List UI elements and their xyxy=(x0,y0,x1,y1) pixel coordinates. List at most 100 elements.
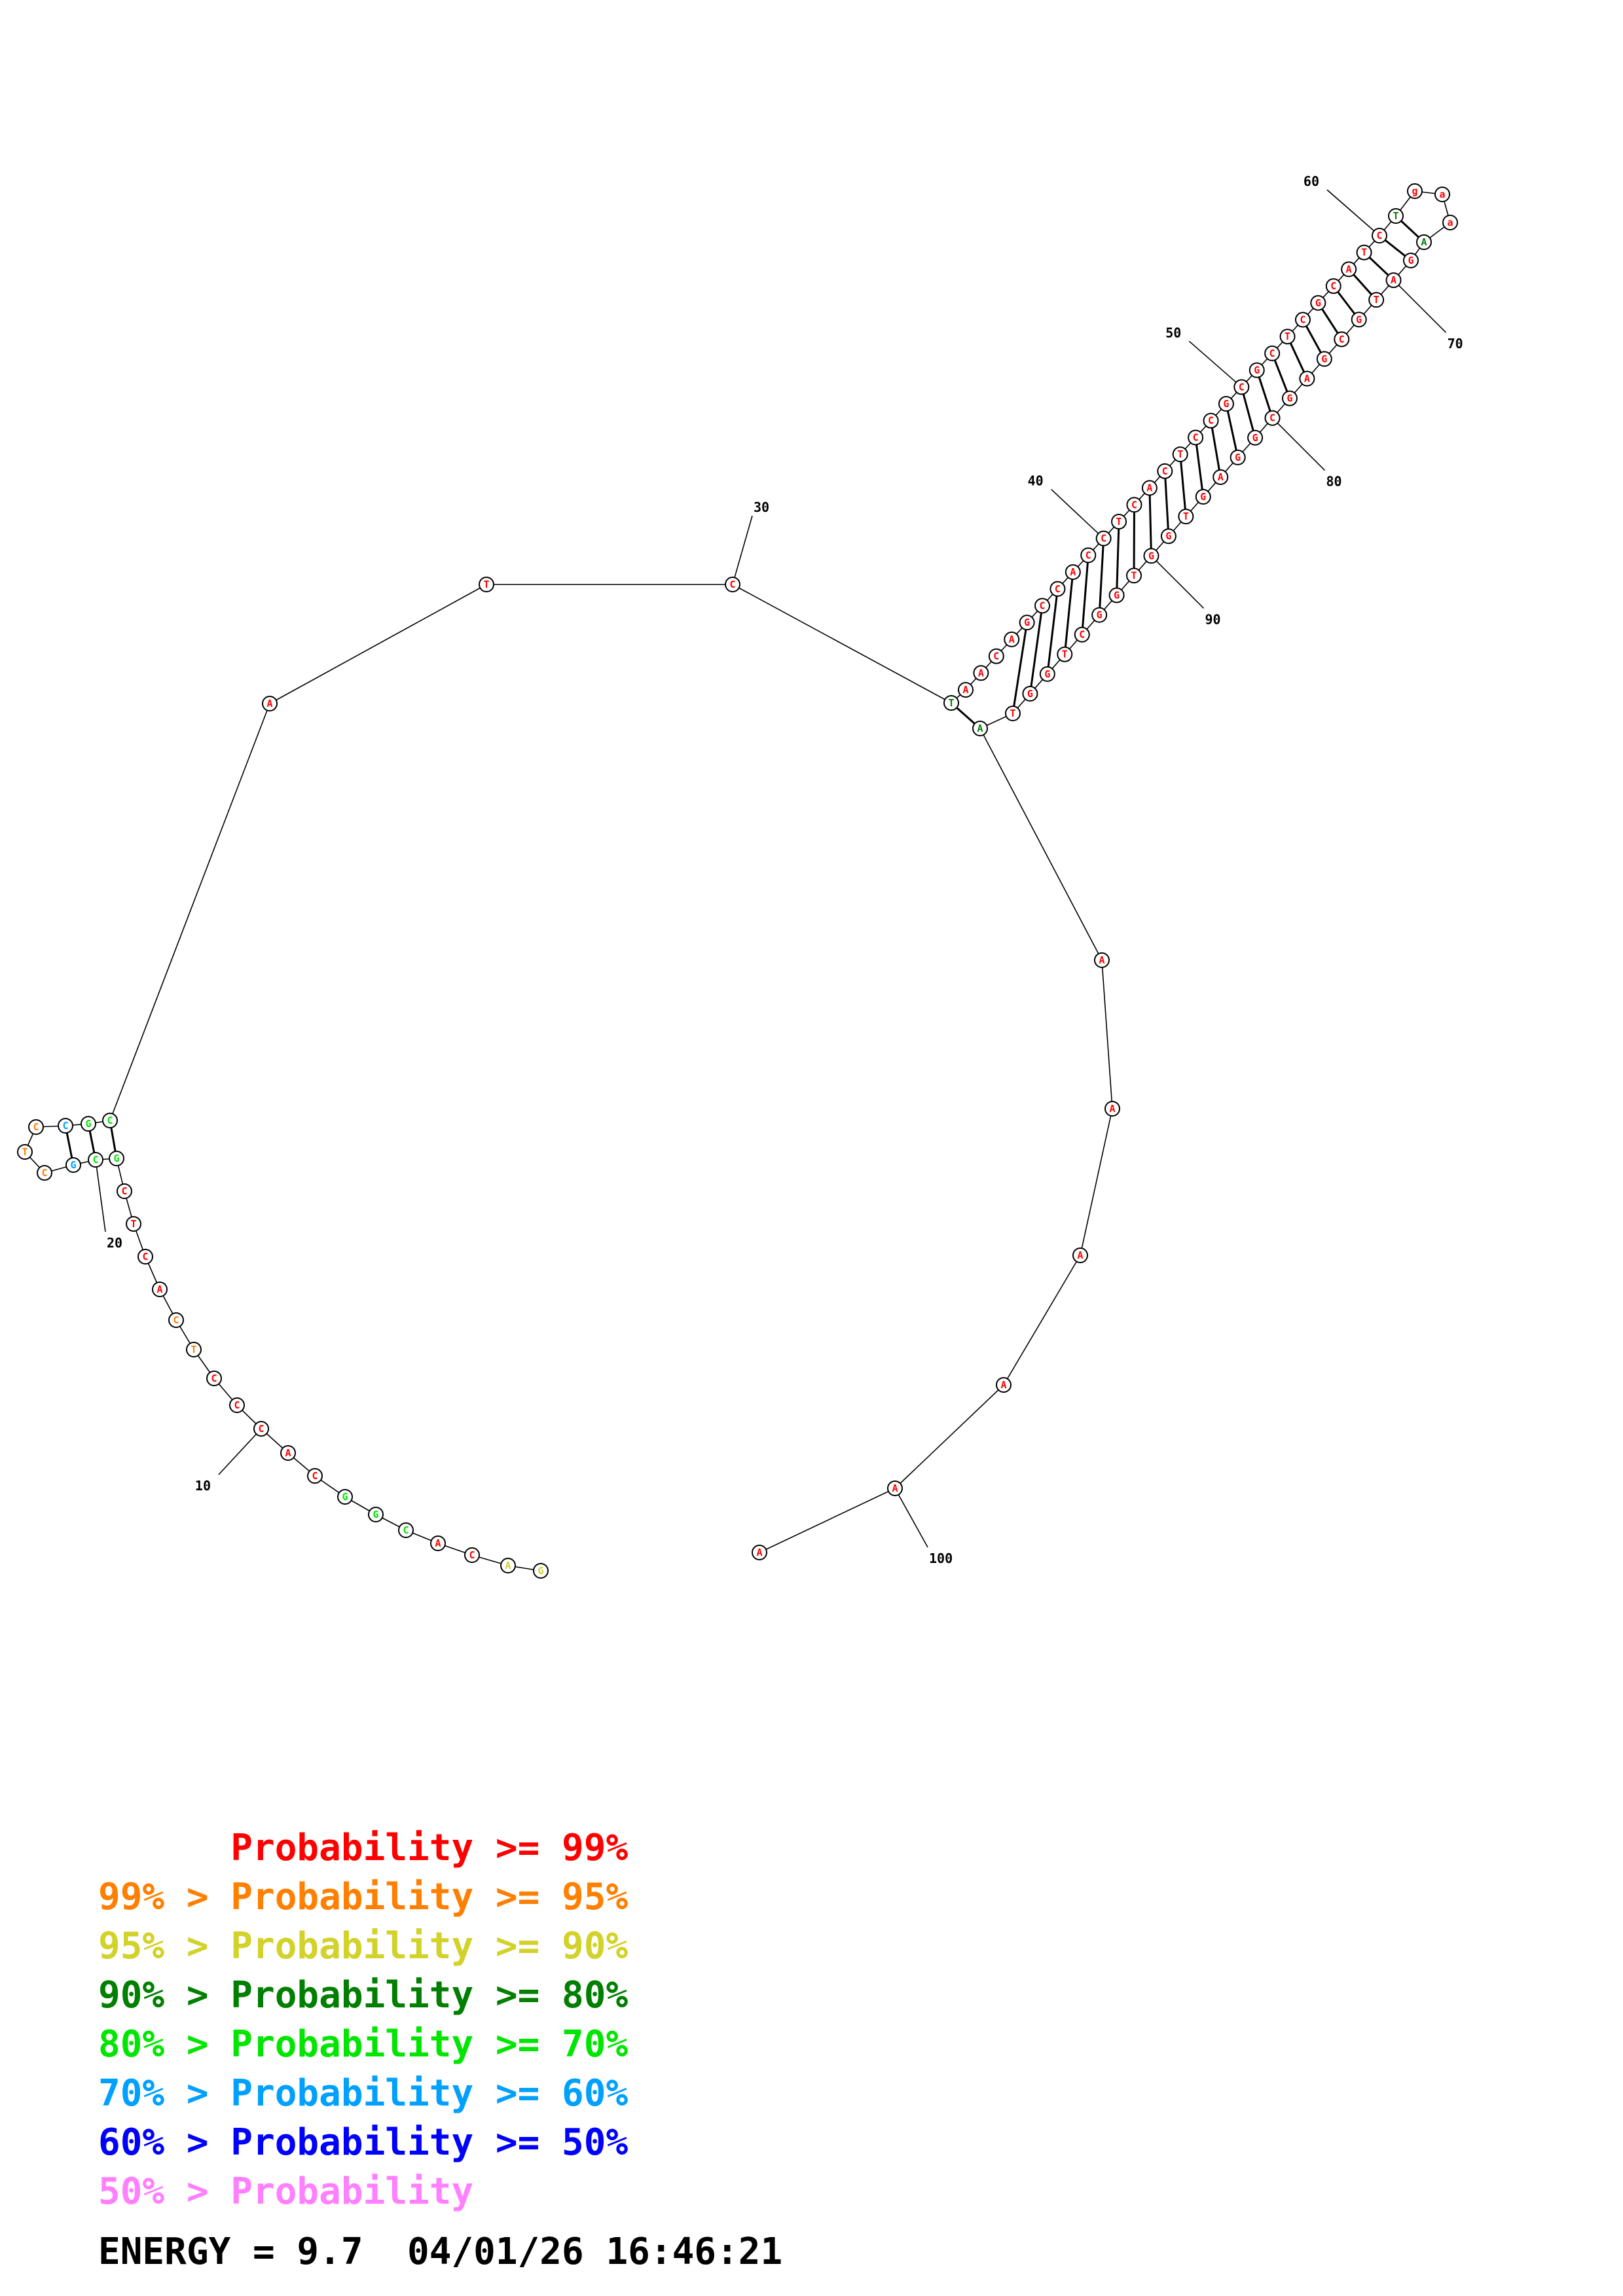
tick-line xyxy=(894,1488,928,1548)
nucleotide-67: T xyxy=(1368,292,1385,308)
nucleotide-circle xyxy=(1351,312,1367,328)
nucleotide-circle xyxy=(1368,292,1385,308)
nucleotide-circle xyxy=(1160,528,1176,545)
nucleotide-circle xyxy=(1126,567,1142,584)
nucleotide-16: C xyxy=(137,1249,153,1265)
nucleotide-base: T xyxy=(191,1344,196,1355)
nucleotide-40: C xyxy=(1080,547,1097,564)
nucleotide-base: A xyxy=(1218,471,1224,483)
nucleotide-circle xyxy=(1334,331,1350,348)
nucleotide-85: T xyxy=(1057,646,1073,662)
nucleotide-50: C xyxy=(1233,379,1250,395)
nucleotide-base: T xyxy=(1062,649,1068,660)
nucleotide-58: T xyxy=(1356,244,1372,260)
base-pair-bond xyxy=(1063,571,1074,655)
nucleotide-base: A xyxy=(962,684,968,696)
nucleotide-circle xyxy=(126,1216,141,1232)
nucleotide-circle xyxy=(1281,390,1298,406)
nucleotide-81: T xyxy=(1126,567,1142,584)
nucleotide-20: C xyxy=(88,1152,103,1168)
nucleotide-22: C xyxy=(37,1165,52,1181)
nucleotide-circle xyxy=(1203,412,1219,429)
nucleotide-base: T xyxy=(1393,210,1398,222)
nucleotide-base: A xyxy=(977,723,983,734)
nucleotide-base: C xyxy=(1339,333,1345,345)
nucleotide-base: G xyxy=(1321,353,1327,365)
base-pair-bond xyxy=(1271,353,1291,399)
nucleotide-base: T xyxy=(1131,569,1137,581)
nucleotide-2: A xyxy=(500,1558,516,1573)
nucleotide-base: C xyxy=(1208,415,1214,427)
nucleotide-circle xyxy=(1049,581,1066,597)
nucleotide-88: T xyxy=(1005,706,1021,721)
tick-label-60: 60 xyxy=(1304,173,1319,189)
nucleotide-base: C xyxy=(1193,431,1199,443)
tick-label-90: 90 xyxy=(1205,611,1220,627)
nucleotide-base: G xyxy=(1165,530,1171,542)
nucleotide-92: A xyxy=(1072,1247,1088,1263)
nucleotide-39: A xyxy=(1065,564,1081,581)
nucleotide-15: A xyxy=(152,1282,168,1297)
nucleotide-base: C xyxy=(62,1120,68,1132)
nucleotide-circle xyxy=(1247,429,1264,446)
nucleotide-circle xyxy=(1141,480,1158,496)
nucleotide-base: T xyxy=(1361,247,1367,259)
nucleotide-base: A xyxy=(156,1283,162,1295)
nucleotide-base: G xyxy=(1200,491,1206,503)
nucleotide-circle xyxy=(1065,564,1081,581)
nucleotide-base: G xyxy=(1254,365,1260,376)
nucleotide-53: T xyxy=(1279,329,1296,345)
nucleotide-base: C xyxy=(1101,533,1106,545)
nucleotide-78: T xyxy=(1178,509,1194,525)
base-pair-bond xyxy=(1081,555,1089,635)
nucleotide-90: A xyxy=(1094,952,1110,968)
nucleotide-61: g xyxy=(1407,183,1423,199)
backbone-segment xyxy=(732,584,952,704)
nucleotide-base: A xyxy=(1391,274,1396,286)
nucleotide-circle xyxy=(996,1377,1012,1393)
nucleotide-57: A xyxy=(1341,261,1357,278)
backbone-segment xyxy=(759,1488,896,1553)
nucleotide-95: A xyxy=(752,1545,767,1560)
nucleotide-base: T xyxy=(1285,331,1290,342)
nucleotide-77: G xyxy=(1195,489,1211,505)
nucleotide-base: G xyxy=(1027,688,1033,700)
nucleotide-circle xyxy=(1091,607,1108,623)
nucleotide-base: A xyxy=(505,1560,511,1571)
nucleotide-circle xyxy=(1108,587,1125,603)
nucleotide-circle xyxy=(1019,615,1035,631)
nucleotide-6: G xyxy=(368,1507,384,1522)
nucleotide-circle xyxy=(464,1547,480,1563)
nucleotide-base: T xyxy=(483,579,489,590)
nucleotide-circle xyxy=(37,1165,52,1181)
nucleotide-3: C xyxy=(464,1547,480,1563)
nucleotide-13: T xyxy=(186,1342,202,1357)
nucleotide-circle xyxy=(168,1312,184,1328)
nucleotide-80: G xyxy=(1143,548,1159,564)
nucleotide-86: G xyxy=(1039,666,1055,682)
nucleotide-base: A xyxy=(266,698,272,709)
nucleotide-56: C xyxy=(1325,278,1341,295)
tick-line xyxy=(95,1159,106,1232)
nucleotide-60: T xyxy=(1388,208,1404,224)
nucleotide-49: G xyxy=(1218,396,1234,412)
nucleotide-circle xyxy=(943,695,959,711)
nucleotide-base: A xyxy=(1099,954,1104,966)
nucleotide-base: C xyxy=(41,1167,47,1179)
nucleotide-25: C xyxy=(58,1118,73,1134)
nucleotide-base: C xyxy=(1079,629,1085,641)
nucleotide-base: C xyxy=(173,1314,179,1326)
nucleotide-79: G xyxy=(1160,528,1176,545)
nucleotide-base: T xyxy=(1116,516,1122,528)
nucleotide-base: T xyxy=(1183,511,1189,522)
nucleotide-base: C xyxy=(92,1154,98,1166)
nucleotide-base: C xyxy=(1162,465,1168,477)
nucleotide-71: A xyxy=(1299,370,1315,387)
nucleotide-base: G xyxy=(1252,432,1258,444)
nucleotide-28: A xyxy=(262,696,278,711)
nucleotide-circle xyxy=(368,1507,384,1522)
nucleotide-circle xyxy=(1403,253,1419,268)
nucleotide-24: C xyxy=(28,1119,44,1135)
nucleotide-45: C xyxy=(1157,463,1173,479)
